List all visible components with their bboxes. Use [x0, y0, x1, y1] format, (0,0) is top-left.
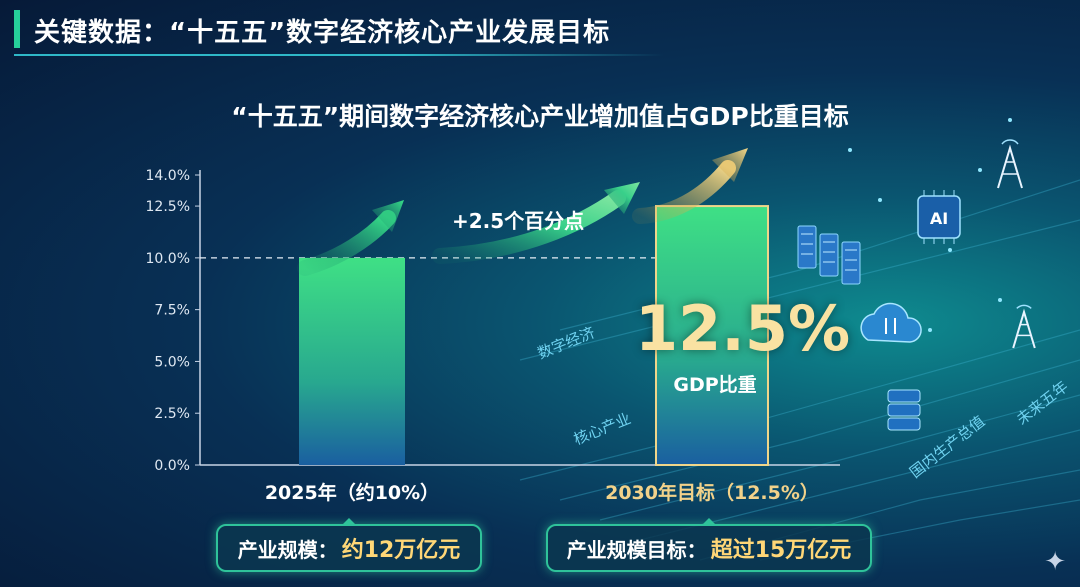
- tower-icon: [1012, 304, 1036, 349]
- y-tick-label: 12.5%: [146, 199, 190, 215]
- sparkle-icon: ✦: [1044, 547, 1066, 577]
- chip-body: [917, 195, 961, 239]
- tower-frame: [997, 144, 1023, 189]
- scale-box-2030: 产业规模目标： 超过15万亿元: [546, 518, 872, 572]
- page-title: 关键数据：“十五五”数字经济核心产业发展目标: [34, 18, 611, 48]
- y-tick-label: 2.5%: [154, 406, 190, 422]
- category-label-2025: 2025年（约10%）: [264, 482, 440, 504]
- chart-title: “十五五”期间数字经济核心产业增加值占GDP比重目标: [231, 102, 849, 131]
- circuit-line: [559, 179, 1080, 331]
- server-unit: [841, 241, 861, 285]
- circuit-line: [639, 429, 1080, 541]
- category-label-2030: 2030年目标（12.5%）: [605, 482, 819, 504]
- chip-label: AI: [930, 209, 948, 228]
- glow-dot: [878, 198, 882, 202]
- arrow-head: [604, 182, 640, 214]
- highlight-value: 12.5%: [635, 292, 851, 365]
- ai-chip-icon: AI: [917, 190, 961, 244]
- arrow-head: [372, 200, 404, 232]
- server-icon: [797, 225, 861, 285]
- circuit-line: [599, 394, 1080, 521]
- database-layer: [887, 389, 921, 403]
- arrow-shaft: [632, 160, 736, 224]
- scale-box-label: 产业规模目标：: [566, 537, 707, 562]
- cloud-icon: [860, 302, 922, 343]
- growth-arrow-2030: [632, 148, 748, 224]
- y-tick-label: 7.5%: [154, 303, 190, 319]
- increase-annotation: +2.5个百分点: [452, 209, 585, 233]
- glow-dot: [1008, 118, 1012, 122]
- tower-signal: [1001, 139, 1019, 145]
- database-icon: [887, 389, 921, 431]
- tower-signal: [1016, 304, 1032, 309]
- server-unit: [797, 225, 817, 269]
- scale-box-2025: 产业规模： 约12万亿元: [216, 518, 482, 572]
- tower-frame: [1012, 308, 1036, 349]
- arrow-shaft: [297, 210, 396, 276]
- server-unit: [819, 233, 839, 277]
- scale-box-value: 约12万亿元: [341, 538, 461, 563]
- header-accent-bar: [14, 10, 20, 48]
- growth-arrow-increase: [432, 182, 640, 264]
- circuit-line: [559, 359, 1080, 501]
- glow-dot: [978, 168, 982, 172]
- y-tick-label: 5.0%: [154, 354, 190, 370]
- tower-icon: [997, 139, 1023, 189]
- bar-2030: [655, 205, 769, 466]
- header-divider: [14, 54, 664, 56]
- glow-dot: [998, 298, 1002, 302]
- cloud-shape: [860, 302, 922, 343]
- y-tick-label: 0.0%: [154, 458, 190, 474]
- y-tick-label: 14.0%: [146, 168, 190, 184]
- arrow-shaft: [432, 190, 626, 264]
- database-layer: [887, 403, 921, 417]
- highlight-label: GDP比重: [673, 374, 757, 396]
- scale-box-value: 超过15万亿元: [710, 538, 852, 563]
- database-layer: [887, 417, 921, 431]
- arrow-head: [712, 148, 748, 182]
- glow-dot: [948, 248, 952, 252]
- glow-dot: [928, 328, 932, 332]
- scale-box-label: 产业规模：: [237, 537, 338, 562]
- growth-arrow-2025: [297, 200, 404, 276]
- bar-2025: [299, 257, 405, 465]
- glow-dot: [848, 148, 852, 152]
- y-tick-label: 10.0%: [146, 251, 190, 267]
